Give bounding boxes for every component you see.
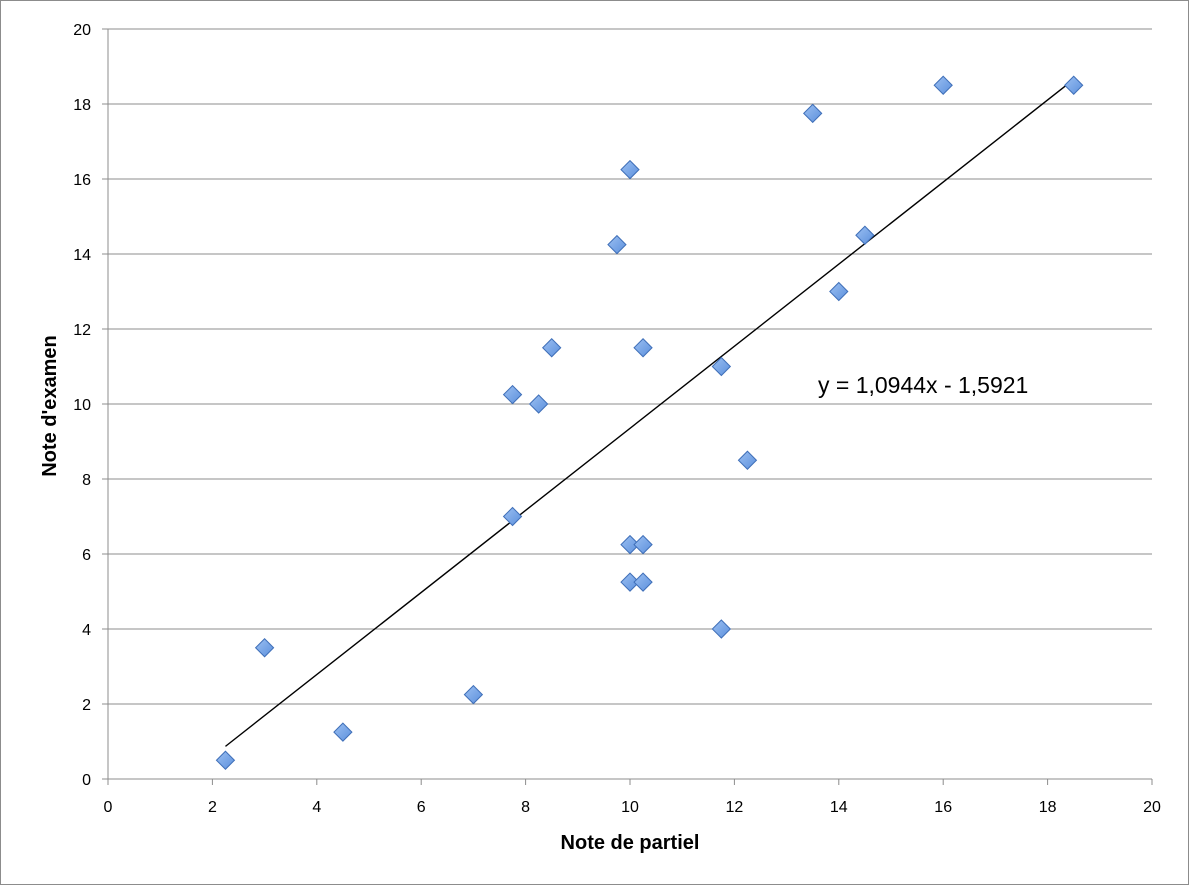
data-point-22 [1063, 75, 1084, 95]
data-point-19 [829, 281, 849, 302]
y-tick-label-14: 14 [73, 247, 91, 264]
data-point-11 [620, 572, 640, 592]
data-point-17 [737, 450, 758, 470]
data-point-0 [215, 750, 236, 770]
data-point-1 [254, 638, 275, 658]
y-tick-label-16: 16 [73, 172, 91, 189]
trendline [225, 78, 1075, 747]
y-tick-label-6: 6 [82, 547, 91, 564]
x-tick-label-6: 6 [417, 799, 426, 816]
y-tick-label-20: 20 [73, 22, 91, 39]
x-axis-ticks: 0 2 4 6 8 10 12 14 16 18 20 [104, 779, 1161, 816]
data-point-9 [620, 159, 640, 180]
x-tick-label-8: 8 [521, 799, 530, 816]
y-axis-ticks: 0 2 4 6 8 10 12 14 16 18 20 [73, 22, 108, 789]
data-point-14 [633, 338, 653, 358]
x-tick-label-20: 20 [1143, 799, 1161, 816]
x-tick-label-10: 10 [621, 799, 639, 816]
data-point-4 [502, 506, 523, 527]
y-tick-label-0: 0 [82, 772, 91, 789]
y-tick-label-12: 12 [73, 322, 91, 339]
data-point-12 [633, 534, 653, 555]
data-point-2 [333, 722, 353, 742]
x-tick-label-18: 18 [1039, 799, 1057, 816]
x-tick-label-16: 16 [934, 799, 952, 816]
data-point-18 [802, 103, 823, 124]
trendline-equation: y = 1,0944x - 1,5921 [818, 372, 1028, 398]
data-point-10 [620, 534, 640, 555]
y-tick-label-2: 2 [82, 697, 91, 714]
data-point-13 [633, 572, 653, 592]
y-tick-label-18: 18 [73, 97, 91, 114]
data-point-7 [541, 338, 562, 358]
x-tick-label-0: 0 [104, 799, 113, 816]
y-tick-label-10: 10 [73, 397, 91, 414]
data-point-21 [933, 75, 953, 95]
gridlines [108, 28, 1152, 705]
y-tick-label-4: 4 [82, 622, 91, 639]
x-tick-label-4: 4 [312, 799, 321, 816]
x-tick-label-14: 14 [830, 799, 848, 816]
data-points [215, 75, 1084, 770]
data-point-8 [607, 234, 627, 255]
data-point-6 [528, 394, 549, 414]
data-point-5 [502, 384, 523, 405]
y-axis-title: Note d'examen [39, 335, 61, 476]
x-tick-label-12: 12 [726, 799, 744, 816]
data-point-16 [711, 619, 732, 639]
x-tick-label-2: 2 [208, 799, 217, 816]
x-axis-title: Note de partiel [561, 832, 700, 854]
data-point-20 [855, 225, 875, 245]
y-tick-label-8: 8 [82, 472, 91, 489]
data-point-3 [463, 684, 484, 705]
data-point-15 [711, 356, 732, 377]
